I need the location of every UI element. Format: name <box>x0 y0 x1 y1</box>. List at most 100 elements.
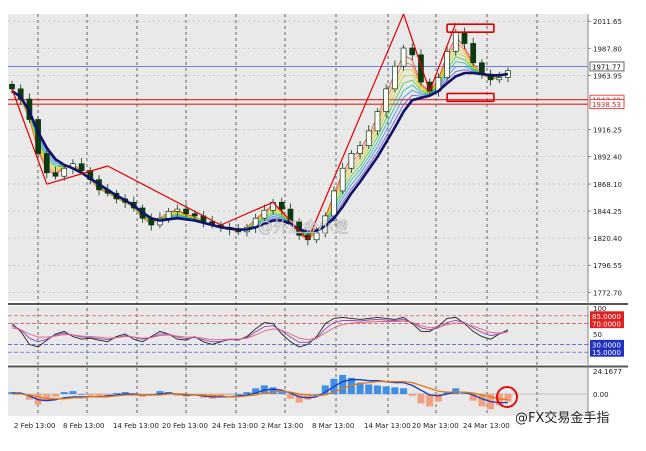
macd-histogram-bar <box>52 394 60 397</box>
macd-histogram-bar <box>400 388 408 394</box>
candle-body <box>183 208 189 215</box>
trend-line <box>107 165 222 226</box>
rsi-line <box>11 320 509 341</box>
y-tick-label: 1796.55 <box>593 262 622 270</box>
watermark-bottom-right: @FX交易金手指 <box>515 410 609 426</box>
macd-histogram-bar <box>25 394 33 400</box>
candle-body <box>383 88 390 112</box>
candle-body <box>43 153 50 174</box>
candle-body <box>470 43 477 64</box>
candle-body <box>61 167 68 177</box>
rsi-tick-label: 100 <box>593 305 606 313</box>
y-tick-label: 1844.25 <box>593 208 622 216</box>
candle-body <box>365 130 372 146</box>
macd-histogram-bar <box>278 392 286 394</box>
x-tick-label: 20 Feb 13:00 <box>162 422 208 430</box>
candle-body <box>400 47 407 67</box>
candle-body <box>261 209 268 219</box>
candle-body <box>479 62 485 75</box>
candle-body <box>9 83 15 90</box>
y-tick-label: 1892.40 <box>593 153 622 161</box>
rsi-line <box>11 316 509 348</box>
rsi-level-label: 70.0000 <box>592 321 621 329</box>
candle-body <box>339 167 346 192</box>
rsi-level-tag <box>590 339 624 349</box>
candle-body <box>444 51 450 78</box>
highlight-box <box>446 23 495 33</box>
candle-body <box>409 47 416 56</box>
price-tag-box <box>589 99 625 110</box>
price-tag-label: 1971.77 <box>592 63 621 71</box>
macd-tick-label: 24.1677 <box>593 368 622 376</box>
y-tick-label: 1916.25 <box>593 126 622 134</box>
y-tick-label: 1868.10 <box>593 181 622 189</box>
macd-histogram-bar <box>304 394 312 400</box>
rsi-level-tag <box>590 347 624 357</box>
x-tick-label: 8 Mar 13:00 <box>312 422 354 430</box>
macd-histogram-bar <box>295 394 303 403</box>
candle-body <box>357 145 363 154</box>
x-tick-label: 2 Mar 13:00 <box>261 422 303 430</box>
rsi-level-tag <box>590 319 624 329</box>
macd-histogram-bar <box>104 394 112 396</box>
macd-histogram-bar <box>356 382 364 394</box>
macd-histogram-bar <box>339 374 347 394</box>
candle-body <box>461 31 468 44</box>
x-tick-label: 24 Mar 13:00 <box>463 422 510 430</box>
macd-histogram-bar <box>382 386 390 394</box>
macd-histogram-bar <box>234 394 242 395</box>
y-tick-label: 1772.70 <box>593 289 622 297</box>
x-tick-label: 14 Mar 13:00 <box>364 422 411 430</box>
y-tick-label: 1820.40 <box>593 235 622 243</box>
candle-body <box>191 213 198 217</box>
candle-body <box>392 65 398 90</box>
macd-histogram-bar <box>417 394 425 404</box>
y-tick-label: 1987.80 <box>593 45 622 53</box>
rsi-level-label: 15.0000 <box>592 349 621 357</box>
x-tick-label: 2 Feb 13:00 <box>14 422 55 430</box>
trend-line <box>11 88 48 185</box>
macd-histogram-bar <box>313 394 321 395</box>
y-tick-label: 2011.65 <box>593 18 622 26</box>
rsi-tick-label: 50 <box>593 331 602 339</box>
macd-histogram-bar <box>373 385 381 394</box>
candle-body <box>374 111 381 132</box>
macd-histogram-bar <box>121 392 129 394</box>
macd-histogram-bar <box>43 394 51 401</box>
macd-histogram-bar <box>69 391 77 394</box>
macd-histogram-bar <box>365 384 373 394</box>
candle-body <box>496 77 503 81</box>
macd-histogram-bar <box>173 394 181 396</box>
macd-histogram-bar <box>252 388 260 394</box>
candle-body <box>52 172 59 177</box>
candle-body <box>174 208 181 212</box>
candle-body <box>313 232 320 241</box>
macd-histogram-bar <box>391 387 399 394</box>
x-tick-label: 24 Feb 13:00 <box>212 422 258 430</box>
price-tag-label: 1938.53 <box>592 101 621 109</box>
macd-histogram-bar <box>495 394 503 406</box>
macd-histogram-bar <box>478 394 486 407</box>
main-ma-line <box>11 71 509 234</box>
macd-histogram-bar <box>86 394 94 396</box>
macd-histogram-bar <box>243 392 251 394</box>
y-tick-label: 1963.95 <box>593 72 622 80</box>
x-tick-label: 8 Feb 13:00 <box>63 422 104 430</box>
rsi-line <box>11 318 509 343</box>
macd-histogram-bar <box>469 394 477 401</box>
macd-histogram-bar <box>504 394 512 402</box>
trend-line <box>403 13 431 92</box>
macd-histogram-bar <box>78 394 86 395</box>
x-tick-label: 20 Mar 13:00 <box>412 422 459 430</box>
trend-line <box>272 201 309 241</box>
macd-histogram-bar <box>226 394 234 395</box>
candle-body <box>331 190 337 217</box>
trend-line <box>307 13 405 240</box>
macd-histogram-bar <box>452 388 460 394</box>
rsi-level-tag <box>590 311 624 321</box>
macd-histogram-bar <box>426 394 434 407</box>
trend-line <box>429 22 457 92</box>
macd-histogram-bar <box>460 393 468 394</box>
macd-histogram-bar <box>321 385 329 394</box>
